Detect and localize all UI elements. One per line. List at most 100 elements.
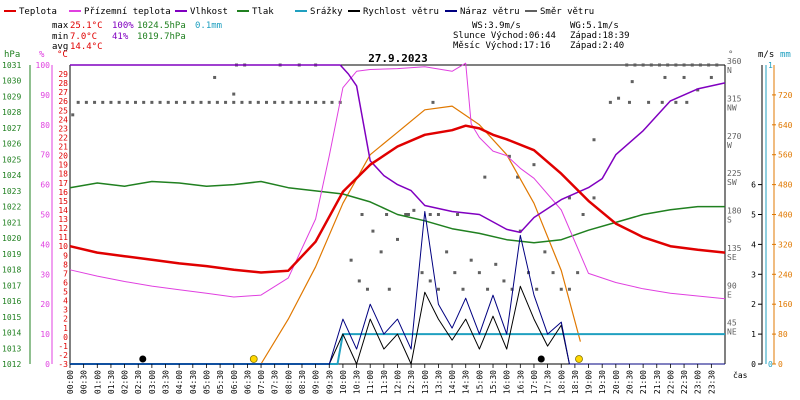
- axis-unit: °C: [57, 50, 68, 60]
- chart-title: 27.9.2023: [368, 52, 428, 65]
- stat-min-hum: 41%: [112, 32, 129, 42]
- wind-direction-point: [445, 250, 449, 254]
- wind-direction-point: [420, 271, 424, 275]
- wind-direction-point: [240, 100, 244, 104]
- info-panel: WS:3.9m/s WG:5.1m/s Slunce Východ:06:44 …: [453, 21, 630, 51]
- wind-direction-point: [199, 100, 203, 104]
- moon-marker: [537, 355, 545, 363]
- direction-compass-label: E: [727, 290, 732, 299]
- direction-tick-label: 225: [727, 169, 742, 178]
- x-tick-label: 09:30: [325, 370, 334, 394]
- wind-direction-point: [647, 100, 651, 104]
- temperature-tick-label: 22: [58, 133, 68, 142]
- temperature-tick-label: 29: [58, 70, 68, 79]
- temperature-tick-label: 1: [63, 324, 68, 333]
- stat-max-rain: 0.1mm: [195, 21, 222, 31]
- sun-marker: [575, 355, 583, 363]
- temperature-tick-label: 25: [58, 106, 68, 115]
- temperature-tick-label: 0: [63, 333, 68, 342]
- info-sunset: Západ:18:39: [570, 31, 630, 41]
- wind-direction-point: [158, 100, 162, 104]
- info-sunrise: Slunce Východ:06:44: [453, 31, 556, 41]
- series-pressure: [69, 180, 725, 244]
- wind-direction-point: [387, 287, 391, 291]
- x-tick-label: 21:30: [653, 370, 662, 394]
- wind-direction-point: [608, 100, 612, 104]
- wind-direction-point: [707, 63, 711, 67]
- temperature-tick-label: 4: [63, 297, 68, 306]
- x-tick-label: 18:00: [557, 370, 566, 394]
- stat-max-temp: 25.1°C: [70, 21, 103, 31]
- humidity-tick-label: 50: [40, 211, 50, 220]
- wind-direction-point: [641, 63, 645, 67]
- series-temperature: [69, 124, 726, 274]
- pressure-tick-label: 1016: [2, 297, 21, 306]
- temperature-tick-label: 14: [58, 206, 68, 215]
- wind-direction-point: [502, 279, 506, 283]
- x-tick-label: 10:00: [339, 370, 348, 394]
- wind-direction-point: [396, 237, 399, 241]
- pressure-tick-label: 1024: [2, 171, 21, 180]
- humidity-tick-label: 0: [45, 360, 50, 369]
- wind-direction-point: [224, 100, 228, 104]
- x-tick-label: 19:00: [585, 370, 594, 394]
- wind-tick-label: 2: [751, 300, 756, 309]
- x-tick-label: 17:00: [530, 370, 539, 394]
- solar-tick-label: 0: [778, 360, 783, 369]
- temperature-tick-label: 24: [58, 115, 68, 124]
- wind-direction-point: [256, 100, 260, 104]
- pressure-tick-label: 1022: [2, 203, 21, 212]
- temperature-tick-label: 8: [63, 260, 68, 269]
- wind-direction-point: [469, 258, 473, 262]
- wind-direction-point: [109, 100, 113, 104]
- wind-direction-point: [532, 163, 536, 167]
- x-tick-label: 20:00: [612, 370, 621, 394]
- legend-label: Vlhkost: [190, 7, 228, 17]
- wind-direction-point: [71, 113, 75, 117]
- axis-unit: mm: [780, 50, 791, 60]
- solar-tick-label: 80: [778, 330, 788, 339]
- stat-min-label: min: [52, 32, 68, 42]
- wind-direction-point: [134, 100, 137, 104]
- solar-tick-label: 400: [778, 211, 793, 220]
- wind-direction-point: [207, 100, 211, 104]
- wind-direction-point: [660, 100, 664, 104]
- x-tick-label: 23:00: [694, 370, 703, 394]
- temperature-tick-label: 23: [58, 124, 68, 133]
- x-tick-label: 11:30: [380, 370, 389, 394]
- wind-direction-point: [191, 100, 195, 104]
- wind-direction-point: [305, 100, 309, 104]
- humidity-tick-label: 20: [40, 300, 50, 309]
- wind-tick-label: 1: [751, 330, 756, 339]
- x-tick-label: 11:00: [366, 370, 375, 394]
- pressure-tick-label: 1025: [2, 155, 21, 164]
- humidity-tick-label: 10: [40, 330, 50, 339]
- pressure-tick-label: 1015: [2, 313, 21, 322]
- x-tick-label: 02:30: [134, 370, 143, 394]
- x-tick-label: 02:00: [121, 370, 130, 394]
- wind-direction-point: [431, 100, 435, 104]
- wind-direction-point: [150, 100, 154, 104]
- pressure-tick-label: 1026: [2, 140, 21, 149]
- temperature-tick-label: 12: [58, 224, 68, 233]
- temperature-tick-label: 6: [63, 278, 68, 287]
- solar-tick-label: 640: [778, 121, 793, 130]
- wind-direction-point: [365, 287, 369, 291]
- wind-direction-point: [213, 75, 217, 79]
- series-wind-gust: [70, 211, 725, 365]
- wind-direction-point: [543, 250, 547, 254]
- temperature-tick-label: 10: [58, 242, 68, 251]
- info-ws: WS:3.9m/s: [472, 21, 521, 31]
- solar-tick-label: 160: [778, 300, 793, 309]
- pressure-tick-label: 1014: [2, 329, 21, 338]
- stat-min-temp: 7.0°C: [70, 32, 97, 42]
- direction-tick-label: 45: [727, 319, 737, 328]
- humidity-tick-label: 40: [40, 240, 50, 249]
- temperature-tick-label: 18: [58, 170, 68, 179]
- temperature-tick-label: 2: [63, 315, 68, 324]
- x-tick-label: 14:00: [448, 370, 457, 394]
- x-tick-label: 13:30: [434, 370, 443, 394]
- stat-avg-temp: 14.4°C: [70, 42, 103, 52]
- wind-direction-point: [715, 63, 719, 67]
